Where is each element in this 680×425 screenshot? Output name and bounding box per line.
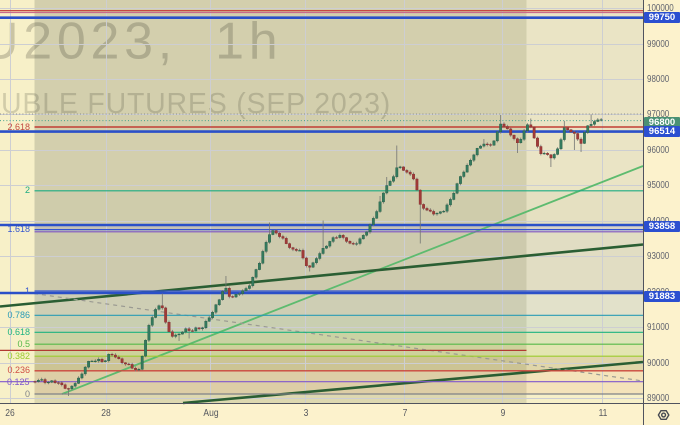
- svg-text:UBLE FUTURES (SEP 2023): UBLE FUTURES (SEP 2023): [1, 88, 391, 120]
- svg-text:U2023, 1h: U2023, 1h: [0, 13, 282, 71]
- svg-text:0.125: 0.125: [7, 377, 30, 387]
